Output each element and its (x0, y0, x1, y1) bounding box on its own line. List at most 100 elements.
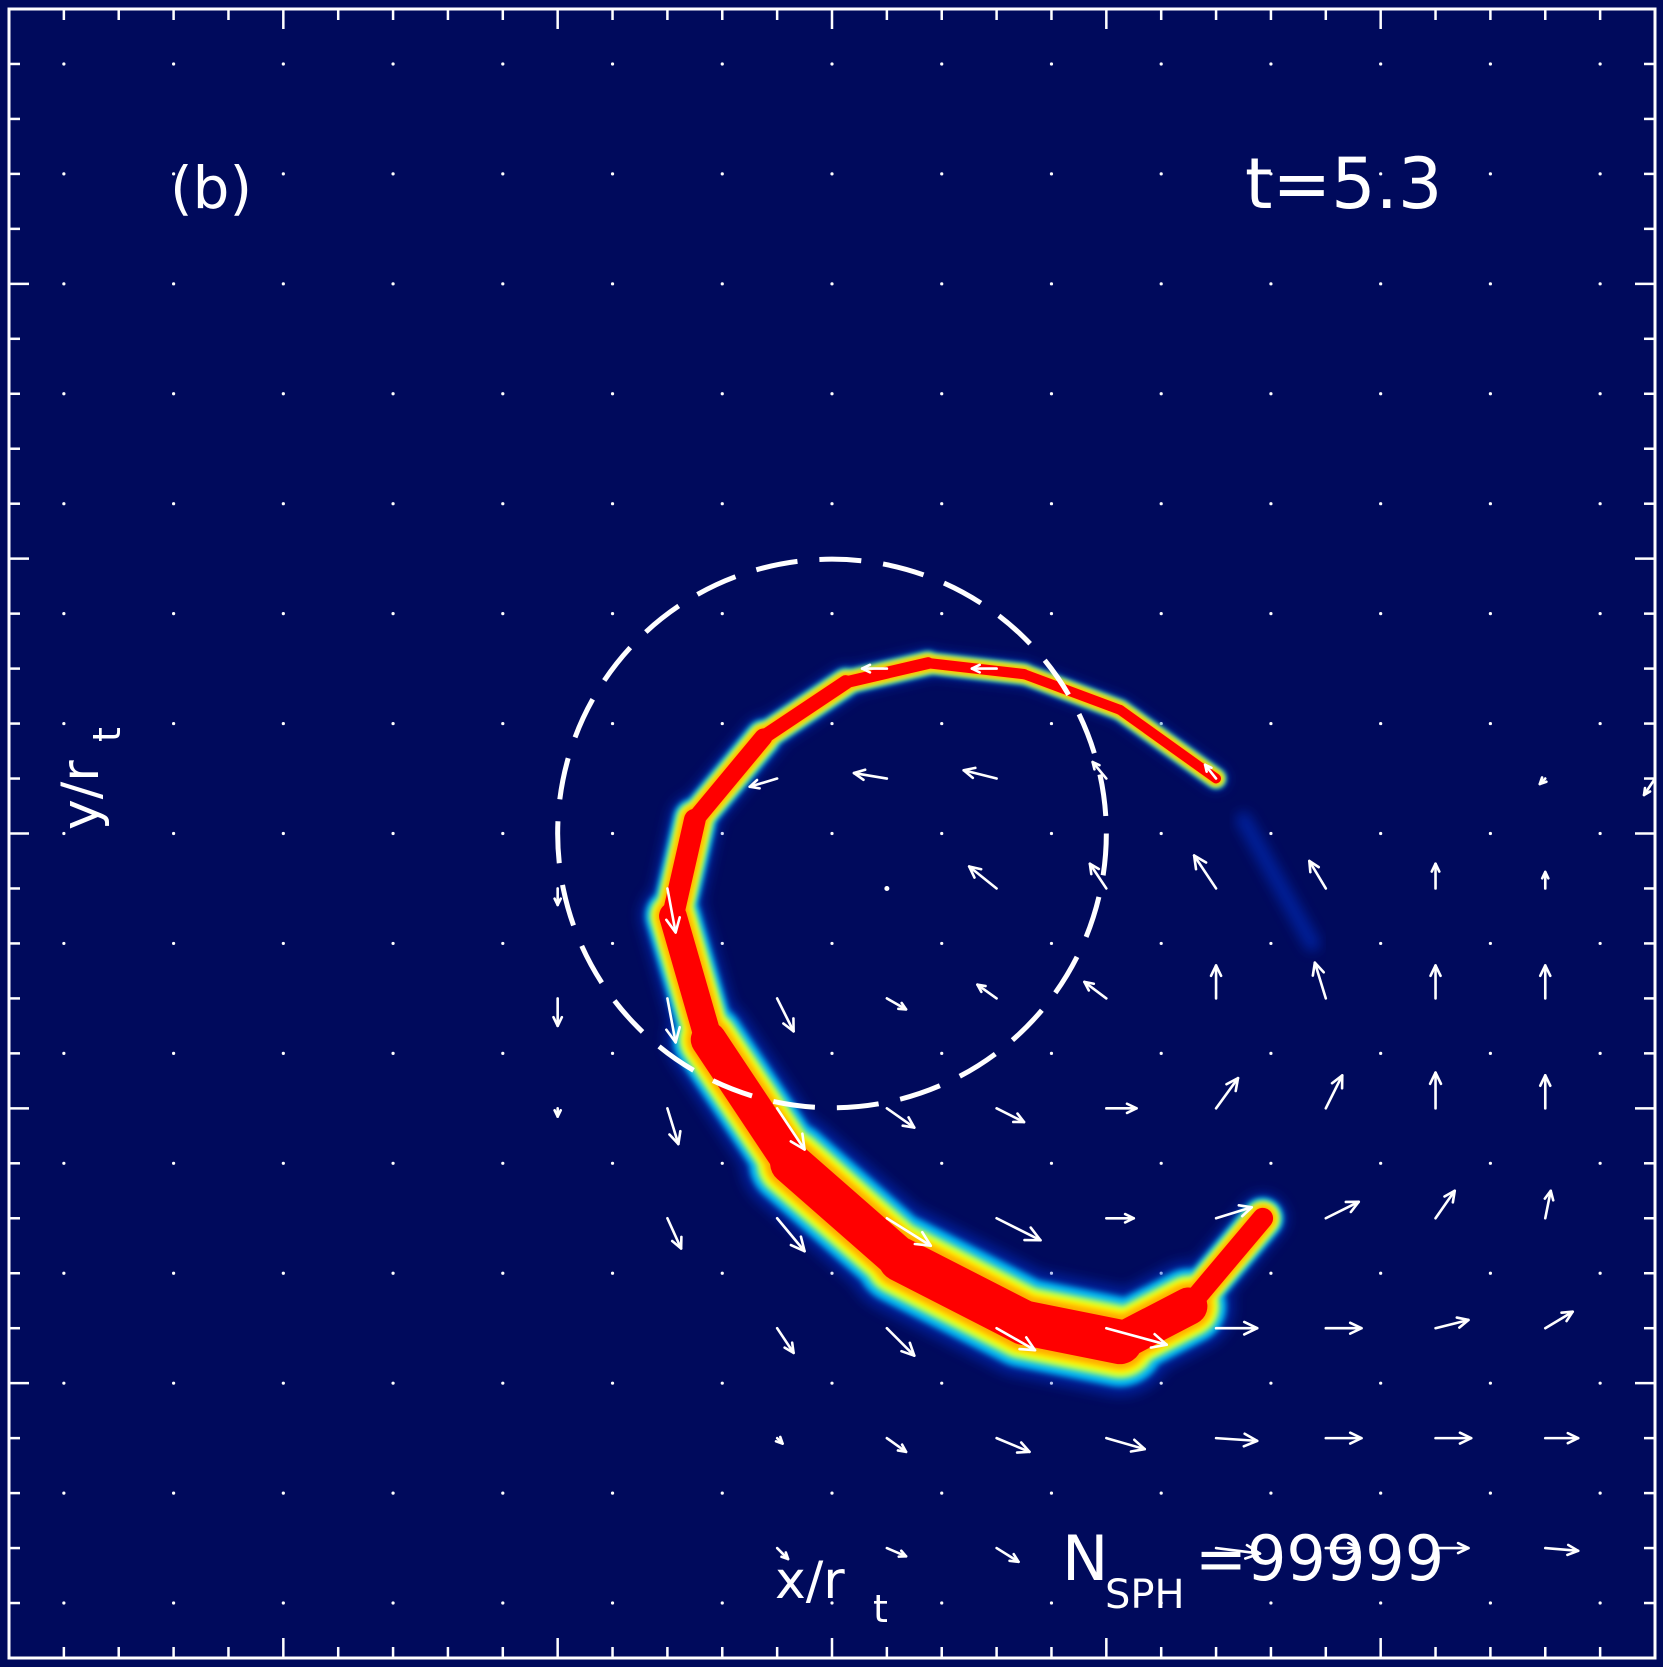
velocity-vector (1538, 1074, 1552, 1110)
grid-dot (62, 941, 66, 946)
vector-shaft (995, 1436, 1031, 1454)
vector-shaft (1543, 1546, 1580, 1553)
grid-dot (501, 62, 505, 66)
grid-dot (1598, 1601, 1602, 1605)
velocity-vector (1203, 763, 1218, 780)
grid-dot (1269, 612, 1273, 616)
grid-dot (830, 941, 834, 946)
velocity-vector (1105, 1212, 1136, 1224)
velocity-vector (1088, 862, 1108, 890)
grid-dot (391, 721, 395, 726)
vector-head (1149, 1332, 1168, 1349)
grid-dot (281, 1601, 285, 1605)
velocity-vector (774, 1435, 784, 1445)
grid-dot (1269, 282, 1273, 286)
grid-dot (1049, 502, 1054, 506)
velocity-vector (1105, 1436, 1147, 1453)
grid-dot (1159, 62, 1163, 66)
vector-head (1308, 859, 1321, 874)
vector-head (901, 1116, 916, 1129)
grid-dot (1379, 172, 1383, 176)
vector-shaft (666, 887, 677, 934)
grid-dot (62, 1601, 66, 1605)
velocity-vector (967, 865, 998, 890)
grid-dot (940, 62, 944, 66)
velocity-vector (552, 997, 564, 1028)
grid-dot (501, 1491, 505, 1495)
vector-head (1344, 1200, 1361, 1214)
vector-shaft (962, 768, 998, 780)
velocity-vector (775, 1216, 806, 1253)
vector-head (1018, 1336, 1037, 1352)
vector-head (670, 1235, 683, 1250)
velocity-vector (1434, 1189, 1457, 1220)
vector-shaft (1105, 1436, 1147, 1451)
vector-head (1203, 763, 1213, 773)
grid-dot (281, 612, 285, 616)
grid-dot (1379, 1051, 1383, 1055)
vector-head (897, 1001, 908, 1011)
velocity-vector (1543, 1310, 1574, 1330)
grid-dot (1379, 1161, 1383, 1165)
grid-dot (610, 831, 615, 836)
grid-dot (720, 1601, 724, 1605)
grid-dot (1598, 941, 1602, 946)
vector-shaft (1088, 862, 1108, 890)
velocity-vector (1324, 1541, 1361, 1555)
grid-dot (610, 721, 615, 726)
vector-shaft (995, 1326, 1037, 1352)
grid-dot (720, 941, 724, 946)
grid-dot (830, 612, 834, 616)
velocity-vector (1308, 859, 1328, 890)
spiral-segment (878, 1237, 1047, 1345)
grid-dot (1049, 721, 1054, 726)
grid-dot (62, 392, 66, 396)
vector-head (1348, 1431, 1363, 1445)
grid-dot (62, 1381, 66, 1385)
vector-shaft (1214, 1546, 1262, 1555)
grid-dot (1049, 282, 1054, 286)
grid-dot (610, 941, 615, 946)
grid-dot (610, 172, 615, 176)
x-axis-label-main: x/r (775, 1551, 845, 1611)
grid-dot (1269, 1381, 1273, 1385)
grid-dot (940, 941, 944, 946)
vector-head (1347, 1541, 1361, 1555)
vector-head (1538, 964, 1552, 978)
grid-dot (281, 721, 285, 726)
vector-shaft (1214, 1205, 1254, 1220)
vector-head (1560, 1310, 1574, 1323)
velocity-vector (1430, 862, 1441, 890)
vector-shaft (1434, 1189, 1457, 1220)
grid-dot (720, 831, 724, 836)
grid-dot (172, 1051, 176, 1055)
vector-head (1192, 854, 1208, 871)
vector-head (1540, 870, 1550, 880)
vector-shaft (1313, 961, 1328, 1000)
vector-head (1123, 1212, 1136, 1224)
vector-shaft (666, 1216, 683, 1250)
grid-dot-lattice (62, 62, 1602, 1605)
vector-head (1209, 964, 1223, 978)
spiral-segment (770, 1142, 922, 1281)
grid-dot (62, 282, 66, 286)
vector-shaft (885, 997, 908, 1011)
vector-head (896, 1443, 908, 1454)
grid-dot (1269, 62, 1273, 66)
vector-head (1348, 1321, 1363, 1335)
vector-head (1642, 786, 1652, 797)
vector-head (1225, 1076, 1240, 1093)
grid-dot (940, 282, 944, 286)
grid-dot (62, 502, 66, 506)
grid-dot (1488, 941, 1492, 946)
grid-dot (1379, 1491, 1383, 1495)
vector-head (1008, 1552, 1020, 1564)
velocity-vector (775, 997, 795, 1033)
grid-dot (1159, 1601, 1163, 1605)
vector-head (553, 1108, 563, 1118)
grid-dot (501, 172, 505, 176)
vector-shaft (1214, 1076, 1240, 1110)
grid-dot (172, 721, 176, 726)
vector-head (897, 1549, 908, 1558)
